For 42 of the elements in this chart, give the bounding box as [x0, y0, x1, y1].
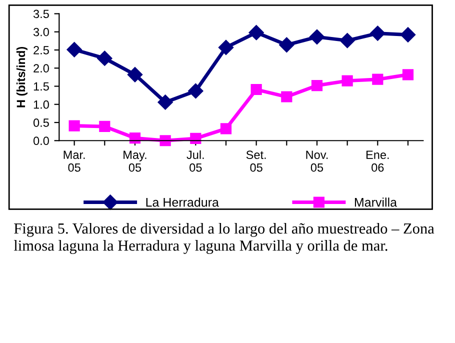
point — [188, 83, 204, 99]
point — [220, 123, 232, 134]
point — [218, 40, 234, 56]
y-tick-label: 2.0 — [34, 64, 49, 73]
y-tick-label: 2.5 — [34, 46, 49, 54]
point — [279, 37, 294, 52]
y-axis-title: H (bits/ind) — [16, 46, 28, 108]
point — [190, 132, 202, 144]
x-tick-label: Set. 05 — [246, 150, 266, 172]
x-tick-label: Ene. 06 — [366, 150, 389, 172]
x-tick-label: Jul. 05 — [186, 150, 204, 172]
x-tick-label: Mar. 05 — [64, 150, 85, 172]
y-tick-label: 1.5 — [34, 82, 49, 91]
point — [402, 69, 414, 80]
point — [97, 50, 112, 66]
point — [127, 67, 143, 82]
point — [309, 29, 325, 44]
x-tick-label: May. 05 — [124, 150, 146, 172]
point — [68, 120, 80, 132]
y-tick-label: 3.0 — [33, 28, 49, 36]
point — [248, 25, 264, 40]
text: Figura 5. Valores de diversidad a lo largo del año muestreado – Zona limosa laguna la Herradura y laguna Marvilla y orilla de mar. — [14, 222, 434, 254]
point — [372, 74, 384, 85]
point — [370, 26, 386, 41]
point — [160, 135, 171, 146]
y-tick-label: 0.5 — [33, 118, 49, 127]
point — [281, 91, 292, 102]
point — [400, 27, 416, 42]
point — [311, 80, 323, 92]
y-tick-label: 0.0 — [33, 136, 49, 146]
point — [250, 84, 262, 96]
legend-label: La Herradura — [146, 198, 219, 207]
point — [340, 32, 355, 48]
point — [342, 75, 353, 86]
y-tick-label: 1.0 — [34, 100, 49, 109]
legend-label: Marvilla — [354, 198, 398, 207]
point — [158, 94, 173, 110]
y-tick-label: 3.5 — [33, 10, 49, 18]
point — [99, 120, 110, 132]
point — [66, 42, 82, 58]
x-tick-label: Nov. 05 — [306, 150, 328, 172]
point — [129, 132, 141, 144]
